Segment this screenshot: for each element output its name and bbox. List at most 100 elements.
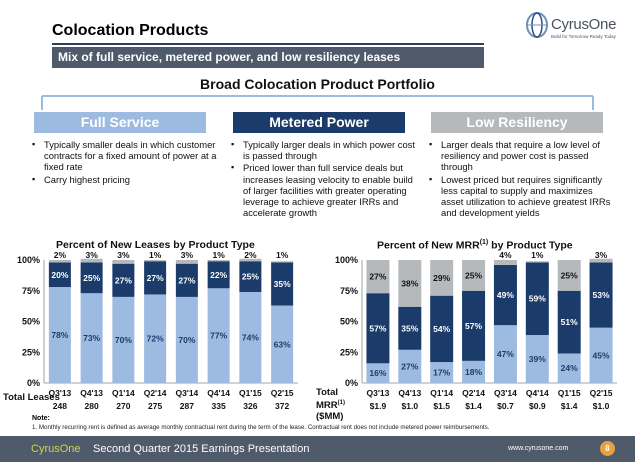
logo-wordmark: CyrusOne [551, 16, 617, 33]
mrr-chart-title: Percent of New MRR(1) by Product Type [377, 239, 573, 252]
mrr-bar-full-service [462, 360, 486, 383]
total-mrr-label: Total MRR(1) ($MM) [316, 387, 345, 422]
mrr-data-label: 53% [593, 290, 610, 300]
mrr-total-value: $1.4 [561, 401, 578, 411]
leases-y-tick-label: 25% [22, 347, 40, 357]
mrr-data-label: 49% [497, 290, 514, 300]
total-leases-label: Total Leases [3, 392, 60, 403]
mrr-bar-metered-power [398, 306, 422, 350]
leases-x-tick-label: Q2'14 [144, 388, 167, 398]
mrr-total-value: $1.4 [465, 401, 482, 411]
total-mrr-label-sup: (1) [337, 400, 345, 406]
leases-y-tick-label: 75% [22, 286, 40, 296]
mrr-data-label: 25% [561, 270, 578, 280]
mrr-bar-low-resiliency [589, 258, 613, 263]
mrr-bar-metered-power [430, 295, 454, 363]
leases-total-value: 326 [243, 401, 257, 411]
mrr-x-tick-label: Q1'15 [558, 388, 581, 398]
mrr-bar-metered-power [493, 264, 517, 326]
mrr-data-label: 18% [465, 367, 482, 377]
leases-x-tick-label: Q2'15 [271, 388, 294, 398]
leases-bar-low-resiliency [80, 258, 103, 263]
mrr-bar-low-resiliency [493, 260, 517, 265]
leases-bar-metered-power [48, 262, 71, 288]
mrr-bar-full-service [366, 363, 390, 383]
leases-data-label: 72% [147, 334, 164, 344]
logo-tagline: Build for Tomorrow Ready Today [551, 34, 616, 39]
mrr-data-label: 27% [401, 361, 418, 371]
leases-data-label: 20% [51, 270, 68, 280]
metered-power-bullets: Typically larger deals in which power co… [231, 139, 416, 219]
mrr-data-label: 27% [369, 272, 386, 282]
mrr-data-label: 24% [561, 363, 578, 373]
leases-data-label: 27% [178, 275, 195, 285]
leases-data-label: 70% [178, 335, 195, 345]
title-rule [52, 43, 484, 45]
mrr-total-value: $0.9 [529, 401, 546, 411]
mrr-title-main: Percent of New MRR [377, 239, 480, 252]
bullet-item: Lowest priced but requires significantly… [429, 174, 614, 219]
leases-data-label: 74% [242, 332, 259, 342]
mrr-bar-metered-power [589, 262, 613, 328]
mrr-bar-full-service [430, 362, 454, 383]
leases-bar-full-service [80, 293, 103, 383]
leases-data-label: 1% [212, 250, 225, 260]
logo-mark-icon [526, 12, 548, 38]
leases-bar-metered-power [239, 261, 262, 292]
leases-x-tick-label: Q4'14 [207, 388, 230, 398]
leases-data-label: 2% [244, 250, 257, 260]
leases-bar-full-service [112, 296, 135, 383]
leases-data-label: 73% [83, 333, 100, 343]
mrr-data-label: 29% [433, 273, 450, 283]
leases-y-tick-label: 50% [22, 317, 40, 327]
leases-data-label: 3% [181, 250, 194, 260]
mrr-x-tick-label: Q2'15 [590, 388, 613, 398]
mrr-bar-metered-power [557, 290, 581, 354]
leases-bar-low-resiliency [48, 260, 71, 263]
leases-data-label: 3% [85, 250, 98, 260]
mrr-bar-low-resiliency [557, 260, 581, 291]
mrr-total-value: $1.9 [370, 401, 387, 411]
leases-bar-full-service [175, 296, 198, 383]
leases-total-value: 335 [212, 401, 226, 411]
leases-x-tick-label: Q4'13 [80, 388, 103, 398]
bullet-item: Typically smaller deals in which custome… [32, 139, 217, 173]
mrr-data-label: 47% [497, 349, 514, 359]
footer-brand: CyrusOne [31, 443, 81, 455]
total-mrr-label-b: MRR [316, 400, 338, 412]
footer-url[interactable]: www.cyrusone.com [508, 445, 569, 452]
leases-bar-low-resiliency [144, 260, 167, 262]
leases-data-label: 27% [147, 273, 164, 283]
leases-bar-full-service [144, 294, 167, 383]
mrr-x-tick-label: Q4'14 [526, 388, 549, 398]
page-number: 8 [600, 441, 615, 456]
leases-chart-title: Percent of New Leases by Product Type [56, 239, 255, 251]
leases-bar-low-resiliency [271, 261, 294, 263]
category-metered-power: Metered Power [233, 112, 405, 133]
mrr-data-label: 45% [593, 350, 610, 360]
total-mrr-label-a: Total [316, 387, 338, 398]
mrr-data-label: 3% [595, 250, 608, 260]
mrr-data-label: 1% [531, 250, 544, 260]
leases-x-tick-label: Q1'15 [239, 388, 262, 398]
leases-bar-low-resiliency [112, 260, 135, 264]
mrr-data-label: 51% [561, 317, 578, 327]
footer: CyrusOne Second Quarter 2015 Earnings Pr… [0, 436, 635, 462]
mrr-bar-full-service [557, 353, 581, 383]
full-service-bullets: Typically smaller deals in which custome… [32, 139, 217, 186]
portfolio-title: Broad Colocation Product Portfolio [200, 76, 435, 92]
leases-x-tick-label: Q1'14 [112, 388, 135, 398]
mrr-y-tick-label: 0% [345, 378, 358, 388]
leases-data-label: 25% [83, 273, 100, 283]
category-full-service: Full Service [34, 112, 206, 133]
mrr-x-tick-label: Q2'14 [462, 388, 485, 398]
leases-bar-metered-power [175, 263, 198, 297]
leases-bar-full-service [48, 287, 71, 383]
mrr-total-value: $0.7 [497, 401, 514, 411]
mrr-y-tick-label: 50% [340, 317, 358, 327]
slide-title: Colocation Products [52, 22, 209, 39]
mrr-bar-low-resiliency [462, 260, 486, 291]
leases-bar-metered-power [271, 262, 294, 306]
mrr-data-label: 35% [401, 323, 418, 333]
mrr-y-tick-label: 75% [340, 286, 358, 296]
